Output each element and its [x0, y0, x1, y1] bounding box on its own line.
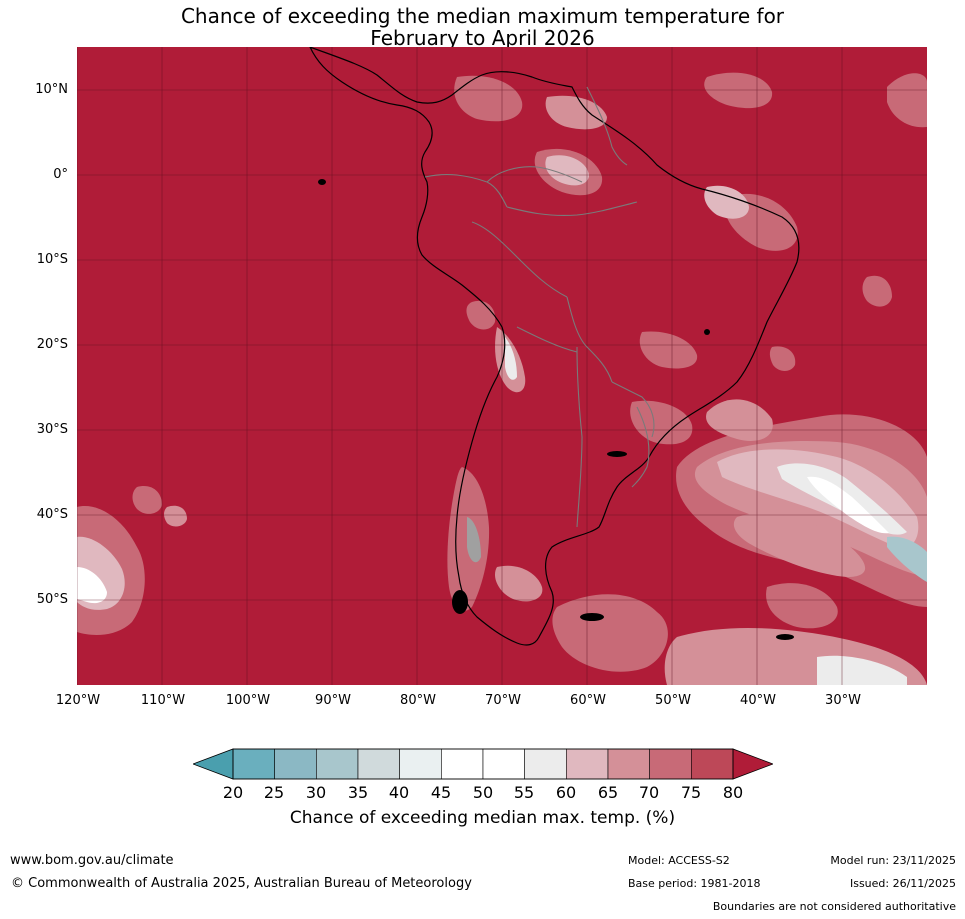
colorbar-tick-45: 45: [430, 783, 452, 802]
lon-label-80w: 80°W: [400, 693, 436, 708]
probability-patches: [77, 72, 927, 685]
website-link[interactable]: www.bom.gov.au/climate: [10, 853, 174, 868]
colorbar-frame: [232, 748, 734, 780]
colorbar-swatch-55-60: [524, 748, 567, 780]
colorbar-tick-35: 35: [347, 783, 369, 802]
colorbar-swatch-30-35: [316, 748, 359, 780]
map-title-line-1: Chance of exceeding the median maximum t…: [180, 4, 785, 28]
colorbar-swatch-60-65: [566, 748, 609, 780]
colorbar-arrow-high: [732, 748, 773, 780]
coastline: [309, 47, 800, 646]
model-text: Model: ACCESS-S2: [628, 854, 730, 867]
lat-label-20s: 20°S: [36, 337, 68, 352]
colorbar-tick-25: 25: [263, 783, 285, 802]
copyright-text: © Commonwealth of Australia 2025, Austra…: [11, 876, 472, 891]
issued-text: Issued: 26/11/2025: [849, 877, 956, 890]
colorbar: [193, 748, 773, 780]
colorbar-tick-60: 60: [555, 783, 577, 802]
disclaimer-text: Boundaries are not considered authoritat…: [712, 900, 956, 913]
lon-label-40w: 40°W: [740, 693, 776, 708]
colorbar-arrow-low: [193, 748, 234, 780]
colorbar-tick-70: 70: [638, 783, 660, 802]
colorbar-swatch-70-75: [649, 748, 692, 780]
colorbar-swatch-20-25: [232, 748, 275, 780]
lat-label-10s: 10°S: [36, 252, 68, 267]
model-run-text: Model run: 23/11/2025: [830, 854, 956, 867]
lon-label-120w: 120°W: [55, 693, 101, 708]
colorbar-tick-65: 65: [597, 783, 619, 802]
colorbar-swatch-45-50: [441, 748, 484, 780]
lat-label-30s: 30°S: [36, 422, 68, 437]
colorbar-tick-20: 20: [222, 783, 244, 802]
lon-label-30w: 30°W: [825, 693, 861, 708]
colorbar-swatch-40-45: [399, 748, 442, 780]
map-canvas: [77, 47, 927, 685]
forecast-map: [77, 47, 927, 685]
lat-label-10n: 10°N: [35, 82, 68, 97]
colorbar-swatch-25-30: [274, 748, 317, 780]
colorbar-swatch-75-80: [691, 748, 734, 780]
lon-label-60w: 60°W: [570, 693, 606, 708]
colorbar-label: Chance of exceeding median max. temp. (%…: [289, 808, 676, 828]
graticule: [77, 47, 927, 685]
lon-label-110w: 110°W: [140, 693, 186, 708]
lon-label-70w: 70°W: [485, 693, 521, 708]
lat-label-40s: 40°S: [36, 507, 68, 522]
map-title-line-2: February to April 2026: [370, 26, 595, 50]
islands: [318, 179, 794, 640]
colorbar-tick-55: 55: [513, 783, 535, 802]
colorbar-tick-30: 30: [305, 783, 327, 802]
colorbar-tick-80: 80: [722, 783, 744, 802]
lat-label-0: 0°: [53, 167, 68, 182]
colorbar-swatch-50-55: [482, 748, 525, 780]
colorbar-tick-50: 50: [472, 783, 494, 802]
lon-label-50w: 50°W: [655, 693, 691, 708]
colorbar-swatches: [232, 748, 734, 780]
colorbar-swatch-35-40: [357, 748, 400, 780]
lon-label-90w: 90°W: [315, 693, 351, 708]
colorbar-tick-40: 40: [388, 783, 410, 802]
lat-label-50s: 50°S: [36, 592, 68, 607]
country-boundaries: [424, 86, 655, 528]
base-period-text: Base period: 1981-2018: [628, 877, 761, 890]
colorbar-swatch-65-70: [607, 748, 650, 780]
lon-label-100w: 100°W: [225, 693, 271, 708]
colorbar-tick-75: 75: [680, 783, 702, 802]
